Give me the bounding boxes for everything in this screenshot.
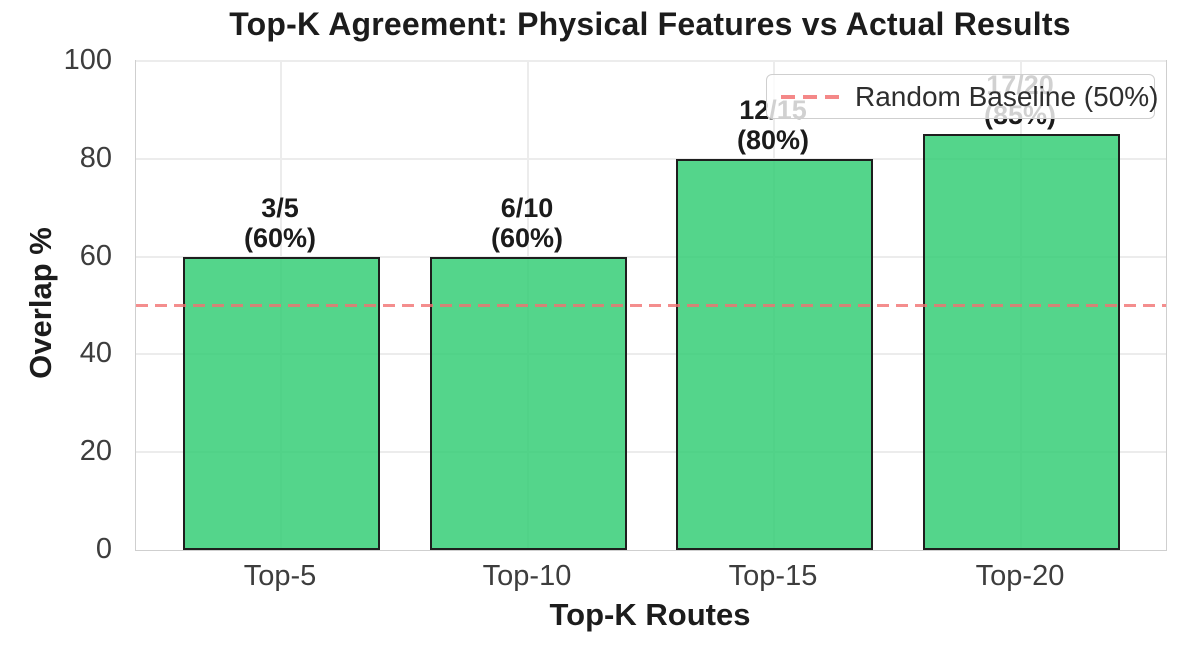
x-tick-label: Top-15 xyxy=(728,560,818,592)
bar-label-percent: (60%) xyxy=(490,223,564,253)
bar-top-20 xyxy=(922,134,1120,550)
bar-top-5 xyxy=(182,257,380,550)
y-tick-label: 80 xyxy=(79,141,112,174)
y-tick-label: 100 xyxy=(63,44,112,76)
y-tick-label: 20 xyxy=(79,435,112,468)
x-tick-label: Top-20 xyxy=(975,560,1065,592)
plot-area xyxy=(135,60,1167,551)
gridline-horizontal xyxy=(136,60,1166,63)
bar-label: 6/10 (60%) xyxy=(417,193,637,253)
x-tick-label: Top-10 xyxy=(482,560,572,592)
bar-label-percent: (60%) xyxy=(243,223,317,253)
y-tick-label: 60 xyxy=(79,239,112,272)
gridline-horizontal xyxy=(136,255,1166,258)
gridline-horizontal xyxy=(136,353,1166,356)
x-axis-label: Top-K Routes xyxy=(549,597,751,632)
legend: Random Baseline (50%) xyxy=(766,74,1159,119)
bar-top-10 xyxy=(429,257,627,550)
y-tick-label: 0 xyxy=(95,533,112,565)
chart-title: Top-K Agreement: Physical Features vs Ac… xyxy=(229,6,1071,42)
bar-label-percent: (80%) xyxy=(736,125,810,155)
gridline-horizontal xyxy=(136,451,1166,454)
y-tick-label: 40 xyxy=(79,337,112,370)
legend-dashed-line-icon xyxy=(781,94,839,99)
bar-label: 3/5 (60%) xyxy=(170,193,390,253)
gridline-horizontal xyxy=(136,157,1166,160)
legend-label: Random Baseline (50%) xyxy=(855,80,1159,112)
x-tick-label: Top-5 xyxy=(243,560,317,592)
bar-label-fraction: 3/5 xyxy=(261,193,299,223)
random-baseline-line xyxy=(136,304,1166,307)
bar-label-fraction: 6/10 xyxy=(500,193,554,223)
bar-top-15 xyxy=(675,159,873,550)
